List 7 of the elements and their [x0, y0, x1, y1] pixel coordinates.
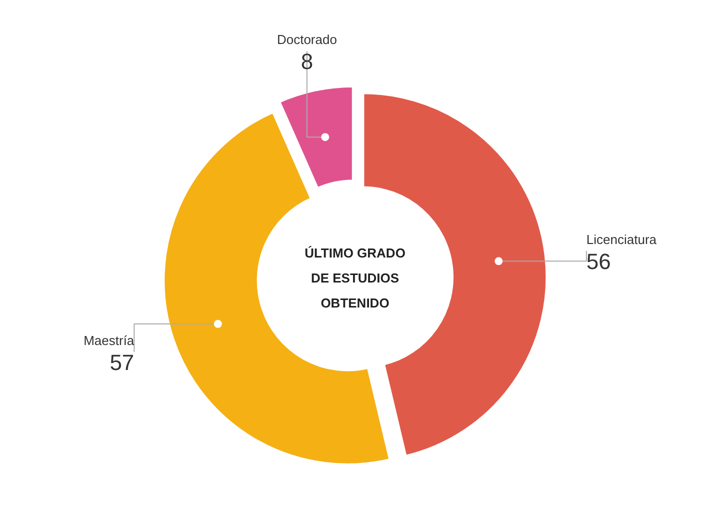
slice-label: Doctorado: [276, 32, 337, 48]
slice-label: Maestría: [84, 333, 135, 348]
data-label: 8: [300, 48, 314, 74]
text: ÚLTIMO GRADO DE ESTUDIOS OBTENIDO: [304, 245, 406, 311]
data-label: 57: [110, 350, 134, 375]
data-label: 56: [586, 248, 611, 274]
slice-label: Licenciatura: [586, 232, 658, 248]
